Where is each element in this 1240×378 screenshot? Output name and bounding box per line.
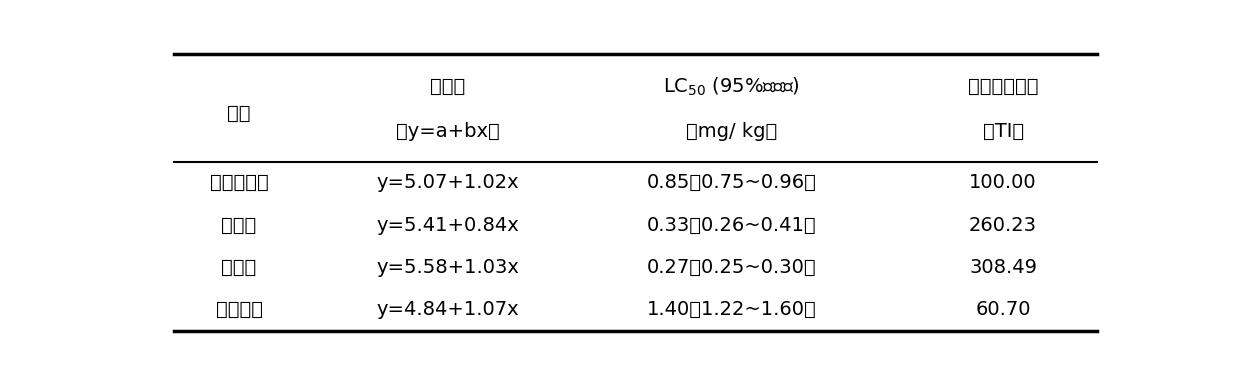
Text: y=5.58+1.03x: y=5.58+1.03x xyxy=(377,258,520,277)
Text: 三氟苯嗧啄: 三氟苯嗧啄 xyxy=(210,174,269,192)
Text: y=5.41+0.84x: y=5.41+0.84x xyxy=(377,215,520,235)
Text: 0.27（0.25~0.30）: 0.27（0.25~0.30） xyxy=(647,258,816,277)
Text: 100.00: 100.00 xyxy=(970,174,1037,192)
Text: 0.85（0.75~0.96）: 0.85（0.75~0.96） xyxy=(647,174,816,192)
Text: （mg/ kg）: （mg/ kg） xyxy=(686,122,777,141)
Text: 1.40（1.22~1.60）: 1.40（1.22~1.60） xyxy=(647,300,816,319)
Text: 0.33（0.26~0.41）: 0.33（0.26~0.41） xyxy=(647,215,816,235)
Text: LC$_{50}$ (95%置信限): LC$_{50}$ (95%置信限) xyxy=(663,75,800,98)
Text: 60.70: 60.70 xyxy=(976,300,1030,319)
Text: 苦参碱: 苦参碱 xyxy=(222,215,257,235)
Text: （y=a+bx）: （y=a+bx） xyxy=(397,122,500,141)
Text: 308.49: 308.49 xyxy=(970,258,1037,277)
Text: 印栠素: 印栠素 xyxy=(222,258,257,277)
Text: 药剂: 药剂 xyxy=(227,104,250,123)
Text: 260.23: 260.23 xyxy=(970,215,1037,235)
Text: y=5.07+1.02x: y=5.07+1.02x xyxy=(377,174,520,192)
Text: 除虫菊素: 除虫菊素 xyxy=(216,300,263,319)
Text: y=4.84+1.07x: y=4.84+1.07x xyxy=(377,300,520,319)
Text: 回归式: 回归式 xyxy=(430,77,466,96)
Text: 相对毒力指数: 相对毒力指数 xyxy=(968,77,1038,96)
Text: （TI）: （TI） xyxy=(982,122,1024,141)
